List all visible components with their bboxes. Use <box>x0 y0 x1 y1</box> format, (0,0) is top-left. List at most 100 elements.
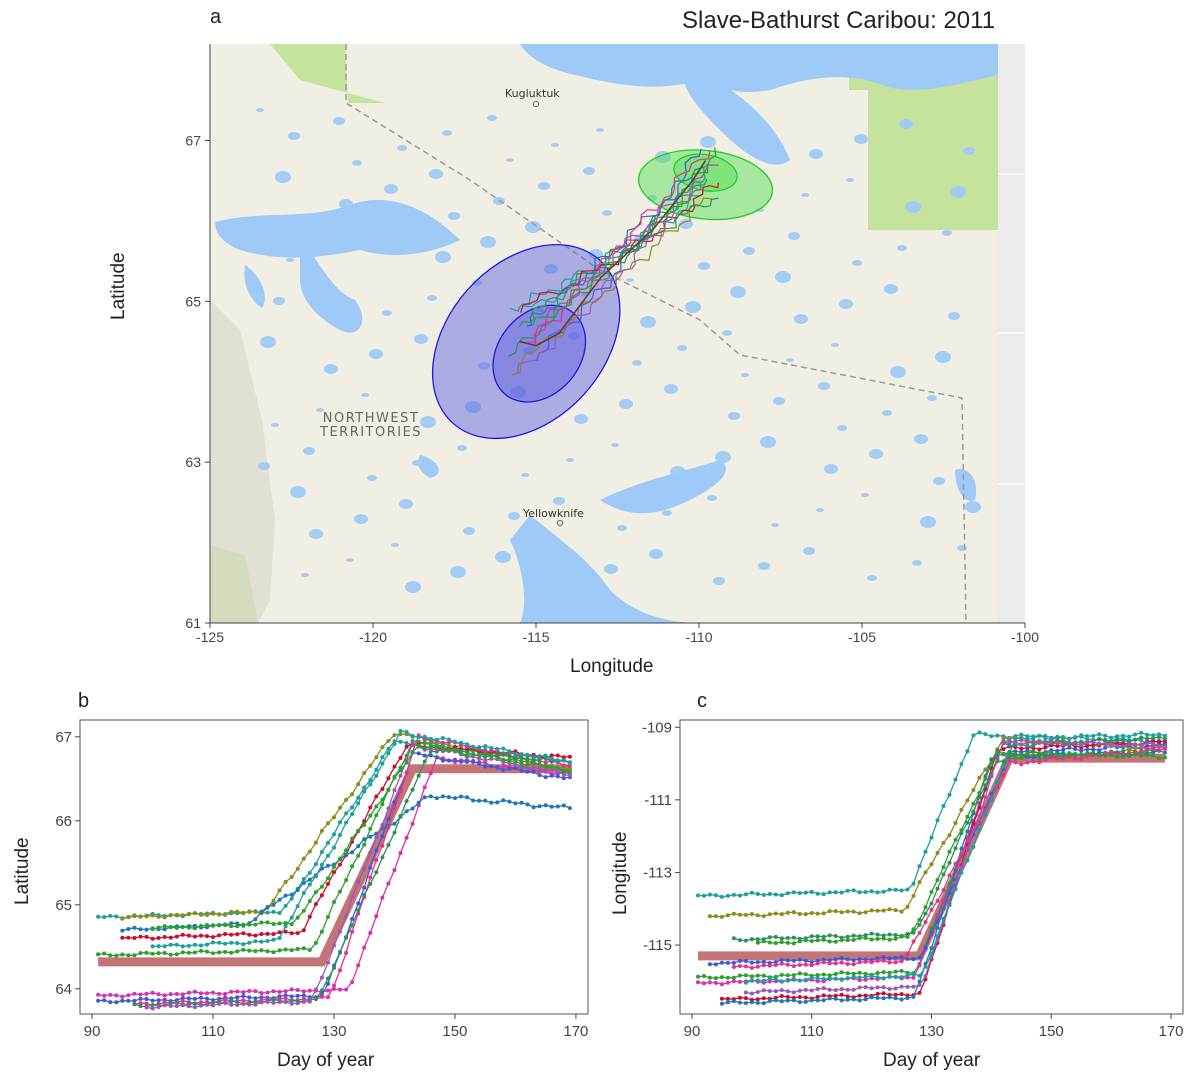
small-lake <box>303 447 315 455</box>
panel-b-series-point <box>180 944 185 949</box>
panel-b-series-point <box>537 773 542 778</box>
panel-b-series-point <box>362 789 367 794</box>
panel-b-series-point <box>192 911 197 916</box>
panel-c-series-point <box>899 955 904 960</box>
water-body <box>300 240 363 333</box>
panel-c-series-point <box>881 976 886 981</box>
panel-b-series-point <box>96 998 101 1003</box>
panel-c-series-point <box>869 889 874 894</box>
small-lake <box>824 464 838 474</box>
panel-c-series-point <box>893 933 898 937</box>
panel-b-series-point <box>338 987 342 992</box>
panel-c-series-point <box>923 911 928 916</box>
panel-c-series-point <box>821 934 826 939</box>
panel-c-series-point <box>935 850 940 855</box>
panel-b-series-point <box>374 835 379 840</box>
panel-c-series-point <box>803 958 808 963</box>
small-lake <box>846 178 854 182</box>
panel-b-series-point <box>374 848 379 853</box>
panel-c-series-point <box>971 733 976 738</box>
panel-b-series-point <box>223 992 228 996</box>
panel-c-series-point <box>983 783 988 788</box>
panel-b-series-point <box>211 911 215 916</box>
panel-b-series-point <box>362 866 367 871</box>
panel-c-series-point <box>875 991 880 996</box>
small-lake <box>816 508 824 512</box>
small-lake <box>352 160 362 166</box>
panel-c-series-point <box>1031 743 1036 748</box>
panel-c-series-point <box>893 960 898 965</box>
panel-b-series-point <box>126 953 131 958</box>
panel-b-series-point <box>217 940 222 945</box>
panel-b-series-point <box>338 862 342 867</box>
panel-b-series-point <box>374 773 379 778</box>
panel-c-series-point <box>827 987 832 992</box>
panel-c-series-point <box>696 893 700 898</box>
panel-b-series-point <box>495 765 500 770</box>
panel-c-series-point <box>947 849 952 854</box>
panel-c-series-point <box>1133 745 1138 750</box>
panel-b-series-point <box>120 994 125 999</box>
panel-b-series-point <box>277 888 282 893</box>
panel-b-series-point <box>307 877 312 882</box>
panel-c-series-point <box>839 890 844 895</box>
panel-c-series-point <box>1013 760 1018 765</box>
small-lake <box>756 208 764 212</box>
panel-c-series-point <box>743 959 748 963</box>
panel-c-series-point <box>929 862 934 867</box>
panel-b-series-point <box>150 1006 155 1011</box>
panel-b-series-point <box>162 951 167 955</box>
panel-b-series-point <box>362 771 367 775</box>
caribou-track <box>526 166 704 327</box>
panel-b-series-point <box>313 874 318 879</box>
panel-b-series-point <box>162 935 167 939</box>
small-lake <box>258 462 270 470</box>
panel-c-series-point <box>1037 756 1042 761</box>
panel-c-series-point <box>779 940 784 945</box>
panel-b-series-point <box>271 997 276 1002</box>
panel-b-series-point <box>398 739 403 744</box>
panel-b-xtick-label: 130 <box>321 1023 346 1040</box>
panel-b-series-point <box>483 798 488 803</box>
panel-b-series-point <box>229 950 234 955</box>
panel-b-series-point <box>289 994 294 999</box>
panel-c-series-point <box>899 984 904 989</box>
panel-c-series-point <box>851 997 856 1002</box>
panel-b-series-point <box>289 987 294 992</box>
panel-c-series-point <box>791 973 796 978</box>
panel-c-series-point <box>893 969 898 974</box>
panel-b-series-point <box>108 913 113 918</box>
panel-c-series-point <box>935 886 940 891</box>
panel-b-series-point <box>247 909 252 914</box>
panel-c-series-point <box>737 938 742 943</box>
panel-b-series-point <box>459 751 463 756</box>
small-lake <box>950 186 966 198</box>
panel-b-series-point <box>271 937 276 942</box>
panel-c-series-point <box>1139 730 1144 735</box>
panel-c-series-point <box>719 894 724 899</box>
panel-b-series-point <box>253 922 258 927</box>
panel-b-series-point <box>543 753 548 758</box>
panel-b-series-point <box>555 804 560 809</box>
panel-c-series-point <box>845 987 850 992</box>
panel-c-series-point <box>1067 741 1072 746</box>
panel-b-series-point <box>344 935 349 940</box>
small-lake <box>927 395 937 401</box>
panel-c-series-point <box>947 792 952 797</box>
panel-c-xtick-label: 150 <box>1039 1023 1064 1040</box>
panel-c-series-point <box>875 908 880 913</box>
panel-b-series-point <box>247 948 252 953</box>
panel-c-series-point <box>827 890 832 895</box>
panel-b-series-point <box>241 942 246 947</box>
panel-b-series-point <box>422 795 427 800</box>
panel-c-series-point <box>719 996 724 1001</box>
panel-c-series-point <box>911 975 916 980</box>
panel-b-series-point <box>247 995 252 1000</box>
panel-c-series-point <box>1073 747 1078 752</box>
panel-c-series-point <box>869 931 874 936</box>
panel-b-series-point <box>126 998 131 1003</box>
panel-b-series-point <box>531 760 536 765</box>
panel-b-series-point <box>259 1000 264 1005</box>
panel-b-series-point <box>205 942 209 947</box>
panel-b-series-point <box>205 934 209 939</box>
